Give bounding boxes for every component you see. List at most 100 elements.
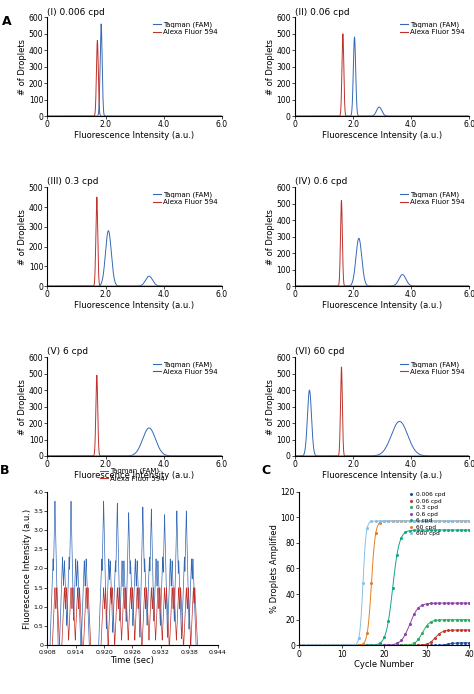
0.3 cpd: [428, 618, 434, 626]
60 cpd: [305, 641, 310, 650]
0.006 cpd: [377, 641, 383, 650]
600 cpd: [373, 517, 379, 525]
60 cpd: [296, 641, 302, 650]
0.6 cpd: [382, 641, 387, 650]
0.6 cpd: [335, 641, 340, 650]
6 cpd: [377, 639, 383, 648]
0.6 cpd: [415, 604, 421, 612]
0.06 cpd: [301, 641, 306, 650]
60 cpd: [398, 517, 404, 525]
0.6 cpd: [356, 641, 362, 650]
0.06 cpd: [390, 641, 396, 650]
0.6 cpd: [305, 641, 310, 650]
Y-axis label: # of Droplets: # of Droplets: [18, 209, 27, 264]
6 cpd: [305, 641, 310, 650]
0.006 cpd: [335, 641, 340, 650]
0.6 cpd: [398, 636, 404, 645]
Y-axis label: Fluorescence Intensity (a.u.): Fluorescence Intensity (a.u.): [23, 509, 32, 629]
6 cpd: [322, 641, 328, 650]
600 cpd: [428, 517, 434, 525]
6 cpd: [432, 526, 438, 534]
60 cpd: [424, 517, 429, 525]
0.006 cpd: [445, 640, 451, 648]
0.3 cpd: [347, 641, 353, 650]
6 cpd: [449, 526, 455, 534]
0.06 cpd: [428, 638, 434, 646]
600 cpd: [318, 641, 323, 650]
6 cpd: [360, 641, 366, 650]
6 cpd: [437, 526, 442, 534]
0.3 cpd: [305, 641, 310, 650]
0.006 cpd: [458, 638, 464, 647]
0.6 cpd: [454, 599, 459, 607]
0.006 cpd: [462, 638, 468, 647]
0.3 cpd: [449, 616, 455, 624]
60 cpd: [407, 517, 412, 525]
0.06 cpd: [386, 641, 392, 650]
0.3 cpd: [335, 641, 340, 650]
0.06 cpd: [365, 641, 370, 650]
0.006 cpd: [419, 641, 425, 650]
Legend: Taqman (FAM), Alexa Fluor 594: Taqman (FAM), Alexa Fluor 594: [400, 361, 466, 375]
0.06 cpd: [352, 641, 357, 650]
0.006 cpd: [305, 641, 310, 650]
600 cpd: [339, 641, 345, 650]
0.06 cpd: [462, 626, 468, 634]
0.3 cpd: [458, 616, 464, 624]
0.3 cpd: [462, 616, 468, 624]
0.3 cpd: [415, 635, 421, 643]
0.06 cpd: [356, 641, 362, 650]
0.6 cpd: [313, 641, 319, 650]
0.006 cpd: [313, 641, 319, 650]
0.06 cpd: [424, 640, 429, 648]
0.006 cpd: [398, 641, 404, 650]
600 cpd: [407, 517, 412, 525]
6 cpd: [318, 641, 323, 650]
0.6 cpd: [373, 641, 379, 650]
Y-axis label: % Droplets Amplified: % Droplets Amplified: [270, 524, 279, 613]
60 cpd: [445, 517, 451, 525]
6 cpd: [458, 526, 464, 534]
60 cpd: [458, 517, 464, 525]
X-axis label: Fluorescence Intensity (a.u.): Fluorescence Intensity (a.u.): [322, 301, 442, 310]
0.3 cpd: [386, 641, 392, 650]
0.3 cpd: [424, 622, 429, 630]
0.06 cpd: [407, 641, 412, 650]
6 cpd: [411, 526, 417, 534]
6 cpd: [402, 528, 408, 536]
X-axis label: Fluorescence Intensity (a.u.): Fluorescence Intensity (a.u.): [322, 471, 442, 480]
0.06 cpd: [305, 641, 310, 650]
Y-axis label: # of Droplets: # of Droplets: [266, 378, 275, 434]
0.06 cpd: [441, 627, 447, 636]
60 cpd: [415, 517, 421, 525]
6 cpd: [424, 526, 429, 534]
6 cpd: [407, 527, 412, 535]
Line: 0.006 cpd: 0.006 cpd: [298, 642, 470, 646]
0.3 cpd: [382, 641, 387, 650]
600 cpd: [360, 579, 366, 587]
0.6 cpd: [407, 620, 412, 629]
0.06 cpd: [330, 641, 336, 650]
0.006 cpd: [301, 641, 306, 650]
600 cpd: [454, 517, 459, 525]
0.06 cpd: [309, 641, 315, 650]
0.006 cpd: [424, 641, 429, 650]
6 cpd: [398, 534, 404, 542]
0.006 cpd: [356, 641, 362, 650]
0.3 cpd: [322, 641, 328, 650]
6 cpd: [330, 641, 336, 650]
0.006 cpd: [454, 639, 459, 648]
6 cpd: [454, 526, 459, 534]
0.06 cpd: [343, 641, 349, 650]
60 cpd: [343, 641, 349, 650]
0.6 cpd: [301, 641, 306, 650]
60 cpd: [441, 517, 447, 525]
6 cpd: [428, 526, 434, 534]
0.3 cpd: [318, 641, 323, 650]
0.3 cpd: [326, 641, 332, 650]
600 cpd: [437, 517, 442, 525]
0.6 cpd: [411, 610, 417, 618]
60 cpd: [356, 641, 362, 650]
X-axis label: Fluorescence Intensity (a.u.): Fluorescence Intensity (a.u.): [74, 301, 195, 310]
6 cpd: [462, 526, 468, 534]
